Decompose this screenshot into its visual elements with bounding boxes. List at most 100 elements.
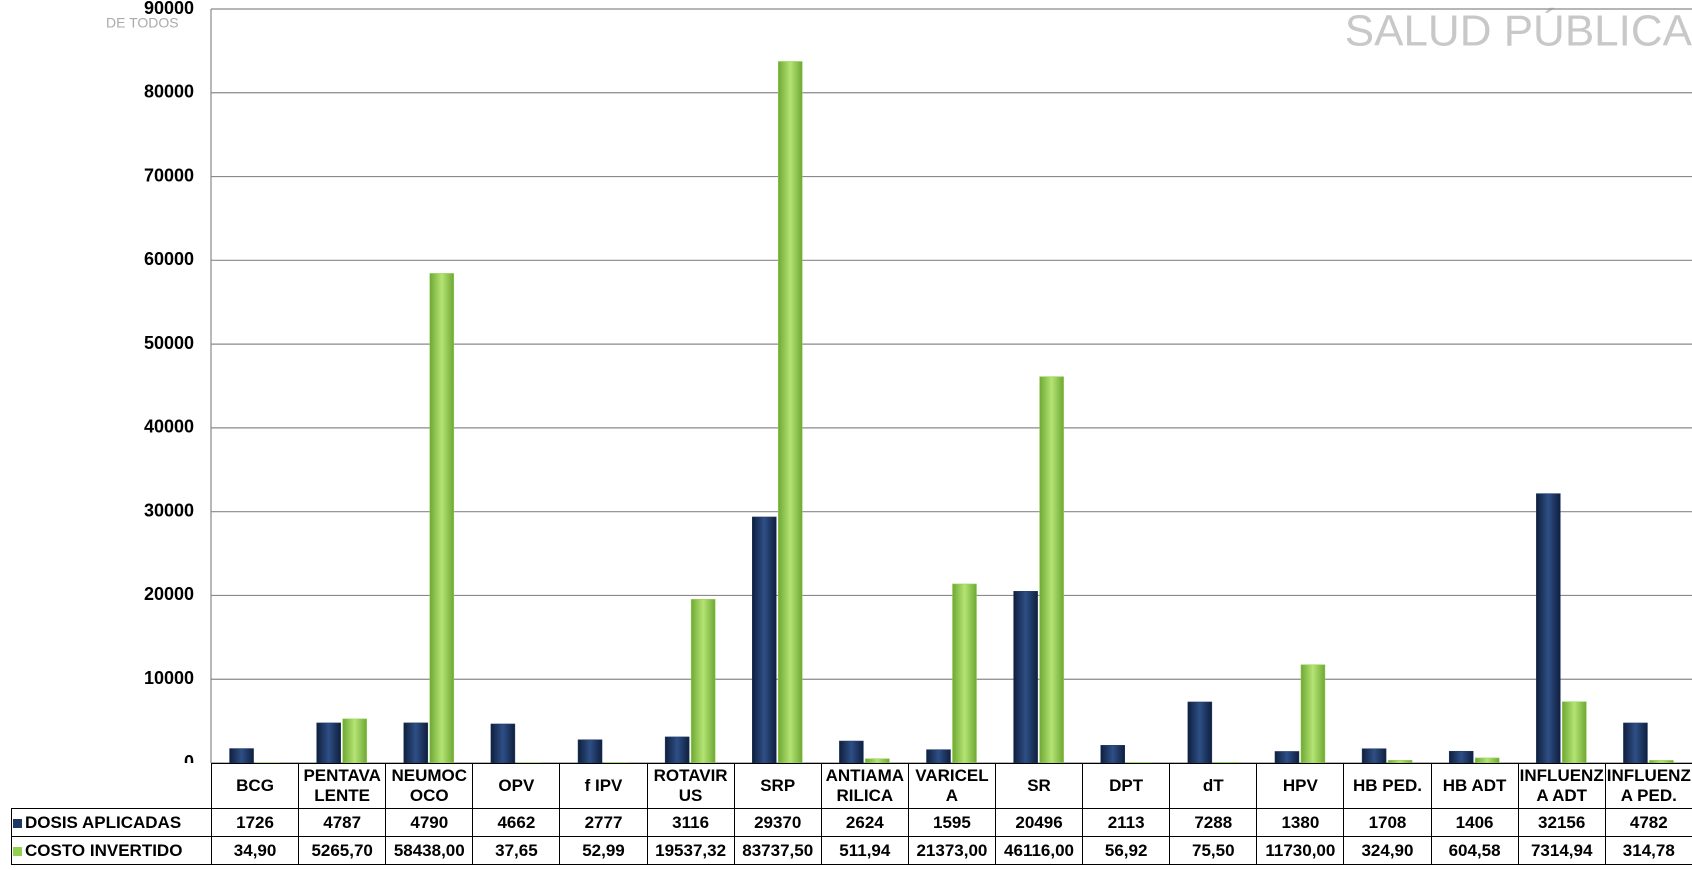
data-table: BCG PENTAVALENTE NEUMOCOCO OPV f IPV ROTAVIRU… xyxy=(11,763,1692,865)
bar xyxy=(1187,701,1213,763)
y-tick-label: 20000 xyxy=(144,584,194,604)
category-label: SRP xyxy=(733,763,822,809)
data-cell: 3116 xyxy=(646,808,735,837)
bar xyxy=(490,723,516,763)
category-label: HB PED. xyxy=(1343,763,1432,809)
category-label: ROTAVIRUS xyxy=(646,763,735,809)
data-cell: 83737,50 xyxy=(733,836,822,865)
bar xyxy=(1623,722,1648,763)
data-cell: 2113 xyxy=(1082,808,1171,837)
y-tick-label: 80000 xyxy=(144,82,194,102)
data-cell: 604,58 xyxy=(1430,836,1519,865)
category-label: DPT xyxy=(1082,763,1171,809)
data-cell: 11730,00 xyxy=(1256,836,1345,865)
data-cell: 4790 xyxy=(385,808,474,837)
category-label: VARICELA xyxy=(907,763,996,809)
data-cell: 4782 xyxy=(1604,808,1692,837)
data-cell: 52,99 xyxy=(559,836,648,865)
bar xyxy=(316,722,341,763)
y-tick-label: 60000 xyxy=(144,249,194,269)
bar xyxy=(1013,591,1038,763)
bar xyxy=(1274,751,1300,763)
bar xyxy=(1300,664,1326,763)
data-cell: 21373,00 xyxy=(907,836,996,865)
data-cell: 75,50 xyxy=(1169,836,1258,865)
category-label: OPV xyxy=(472,763,561,809)
data-cell: 4662 xyxy=(472,808,561,837)
category-label: NEUMOCOCO xyxy=(385,763,474,809)
y-tick-label: 0 xyxy=(184,752,194,763)
data-cell: 19537,32 xyxy=(646,836,735,865)
y-tick-label: 50000 xyxy=(144,333,194,353)
data-cell: 2777 xyxy=(559,808,648,837)
data-cell: 511,94 xyxy=(820,836,909,865)
bar xyxy=(690,599,716,763)
bar xyxy=(778,61,803,763)
data-cell: 314,78 xyxy=(1604,836,1692,865)
legend-swatch xyxy=(13,846,22,856)
category-label: HPV xyxy=(1256,763,1345,809)
y-tick-label: 30000 xyxy=(144,500,194,520)
bar xyxy=(1536,493,1561,763)
chart: SALUD PÚBLICA DE TODOS 0 10000 20000 30000 4… xyxy=(106,0,1692,763)
legend-entry: DOSIS APLICADAS xyxy=(11,808,212,837)
data-cell: 7314,94 xyxy=(1517,836,1606,865)
bar xyxy=(1100,745,1125,763)
category-label: HB ADT xyxy=(1430,763,1519,809)
data-cell: 2624 xyxy=(820,808,909,837)
data-cell: 5265,70 xyxy=(298,836,387,865)
data-cell: 1380 xyxy=(1256,808,1345,837)
y-tick-label: 70000 xyxy=(144,165,194,185)
category-label: INFLUENZA PED. xyxy=(1604,763,1692,809)
category-label: dT xyxy=(1169,763,1258,809)
bar xyxy=(1039,376,1064,763)
data-cell: 1595 xyxy=(907,808,996,837)
data-cell: 1708 xyxy=(1343,808,1432,837)
bar xyxy=(429,273,455,763)
category-label: PENTAVALENTE xyxy=(298,763,387,809)
data-cell: 58438,00 xyxy=(385,836,474,865)
bar xyxy=(229,748,254,763)
legend-entry: COSTO INVERTIDO xyxy=(11,836,212,865)
bar xyxy=(342,718,367,763)
bar xyxy=(752,516,777,763)
data-cell: 46116,00 xyxy=(994,836,1084,865)
data-cell: 37,65 xyxy=(472,836,561,865)
legend-swatch xyxy=(13,818,22,828)
watermark: SALUD PÚBLICA xyxy=(1345,7,1692,56)
bar xyxy=(577,739,603,763)
legend-label: DOSIS APLICADAS xyxy=(25,812,182,832)
data-cell: 34,90 xyxy=(210,836,300,865)
category-label: BCG xyxy=(210,763,300,809)
data-cell: 4787 xyxy=(298,808,387,837)
corner-cell xyxy=(12,764,212,809)
data-cell: 1406 xyxy=(1430,808,1519,837)
bar xyxy=(1213,762,1239,763)
data-cell: 20496 xyxy=(994,808,1084,837)
category-label: ANTIAMARILICA xyxy=(820,763,909,809)
bar xyxy=(926,749,951,763)
data-cell: 56,92 xyxy=(1082,836,1171,865)
y-tick-label: 90000 xyxy=(144,0,194,18)
bar xyxy=(839,740,864,763)
bar xyxy=(952,583,977,763)
logo-text: DE TODOS xyxy=(106,15,179,31)
data-cell: 324,90 xyxy=(1343,836,1432,865)
category-label: INFLUENZA ADT xyxy=(1517,763,1606,809)
category-label: f IPV xyxy=(559,763,648,809)
bar xyxy=(1361,748,1387,763)
data-cell: 7288 xyxy=(1169,808,1258,837)
category-label: SR xyxy=(994,763,1084,809)
legend-label: COSTO INVERTIDO xyxy=(25,840,183,860)
bar xyxy=(1448,750,1474,763)
bar xyxy=(403,722,429,763)
bar xyxy=(1387,760,1413,763)
y-tick-label: 10000 xyxy=(144,668,194,688)
data-cell: 32156 xyxy=(1517,808,1606,837)
bar xyxy=(1562,701,1587,763)
data-cell: 1726 xyxy=(210,808,300,837)
bar xyxy=(1649,760,1674,763)
data-cell: 29370 xyxy=(733,808,822,837)
y-tick-label: 40000 xyxy=(144,417,194,437)
